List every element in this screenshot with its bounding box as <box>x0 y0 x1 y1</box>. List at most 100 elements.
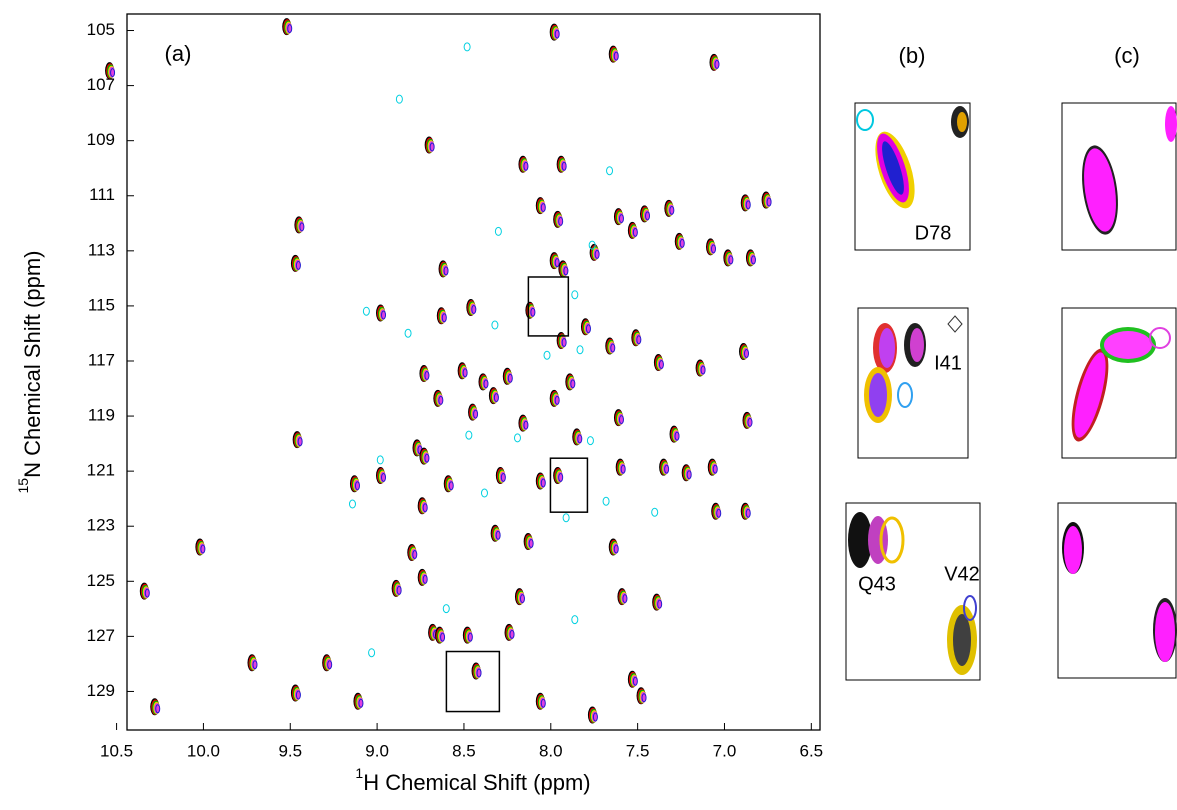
contour <box>448 481 454 491</box>
panel-label: (b) <box>899 43 926 68</box>
y-tick-label: 127 <box>87 626 115 645</box>
y-tick-label: 109 <box>87 130 115 149</box>
peak <box>457 362 468 380</box>
contour <box>471 304 477 314</box>
contour <box>295 690 301 700</box>
peak <box>471 662 482 680</box>
peak <box>627 221 638 239</box>
peak <box>419 447 430 465</box>
contour <box>395 94 403 104</box>
contour <box>540 203 546 213</box>
peak <box>615 458 626 476</box>
inset-b2: I41 <box>857 307 969 459</box>
contour <box>443 266 449 276</box>
x-axis-label: 1H Chemical Shift (ppm) <box>355 765 590 795</box>
peak <box>543 350 551 360</box>
peak <box>605 337 616 355</box>
peak <box>617 588 628 606</box>
contour <box>429 142 435 152</box>
y-tick-label: 113 <box>88 240 115 259</box>
contour <box>618 415 624 425</box>
contour <box>554 395 560 405</box>
contour <box>523 420 529 430</box>
contour <box>622 594 628 604</box>
y-label-text: N Chemical Shift (ppm) <box>20 251 45 478</box>
peak <box>353 692 364 710</box>
y-tick-label: 105 <box>87 20 115 39</box>
peak <box>627 670 638 688</box>
peak <box>407 544 418 562</box>
peak <box>417 497 428 515</box>
y-axis-label: 15N Chemical Shift (ppm) <box>15 251 45 494</box>
peak <box>535 472 546 490</box>
contour <box>613 51 619 61</box>
peak <box>495 466 506 484</box>
inset-b1: D78 <box>854 102 971 251</box>
peak <box>376 466 387 484</box>
contour <box>700 365 706 375</box>
contour <box>657 599 663 609</box>
peak <box>247 654 258 672</box>
inset-label: Q43 <box>858 573 896 595</box>
contour <box>728 255 734 265</box>
contour <box>658 360 664 370</box>
inset-label: I41 <box>934 352 962 374</box>
contour <box>422 503 428 513</box>
y-tick-label: 119 <box>88 406 115 425</box>
contour <box>586 436 594 446</box>
contour <box>674 431 680 441</box>
peak <box>742 411 753 429</box>
peak <box>466 298 477 316</box>
peak <box>433 389 444 407</box>
peak <box>514 588 525 606</box>
contour <box>632 227 638 237</box>
peak <box>523 533 534 551</box>
contour <box>664 464 670 474</box>
contour <box>571 615 579 625</box>
peak <box>572 428 583 446</box>
x-tick-label: 9.0 <box>365 741 389 760</box>
x-tick-label: 10.5 <box>100 741 133 760</box>
peak <box>740 502 751 520</box>
contour <box>519 594 525 604</box>
contour <box>651 507 659 517</box>
highlight-box <box>445 650 501 713</box>
contour <box>540 698 546 708</box>
peak <box>513 433 521 443</box>
contour <box>554 258 560 268</box>
contour <box>571 290 579 300</box>
contour <box>523 161 529 171</box>
contour <box>570 379 576 389</box>
contour <box>669 205 675 215</box>
x-label-text: H Chemical Shift (ppm) <box>363 770 590 795</box>
y-tick-label: 115 <box>88 295 115 314</box>
y-tick-label: 107 <box>87 75 115 94</box>
contour <box>543 350 551 360</box>
contour <box>513 433 521 443</box>
peak <box>659 458 670 476</box>
inset-c2 <box>1061 307 1177 459</box>
contour <box>463 42 471 52</box>
contour <box>613 544 619 554</box>
highlight-box <box>549 457 589 513</box>
contour <box>424 453 430 463</box>
contour <box>766 197 772 207</box>
peak <box>571 615 579 625</box>
contour <box>422 574 428 584</box>
contour <box>483 379 489 389</box>
contour <box>500 472 506 482</box>
contour <box>442 604 450 614</box>
peak <box>518 155 529 173</box>
contour <box>563 266 569 276</box>
peak <box>150 698 161 716</box>
peak <box>553 210 564 228</box>
contour <box>362 306 370 316</box>
contour <box>462 368 468 378</box>
y-tick-label: 129 <box>87 681 115 700</box>
contour <box>110 68 116 78</box>
y-tick-label: 123 <box>87 516 115 535</box>
contour <box>641 693 647 703</box>
contour <box>299 222 305 232</box>
peak <box>651 507 659 517</box>
